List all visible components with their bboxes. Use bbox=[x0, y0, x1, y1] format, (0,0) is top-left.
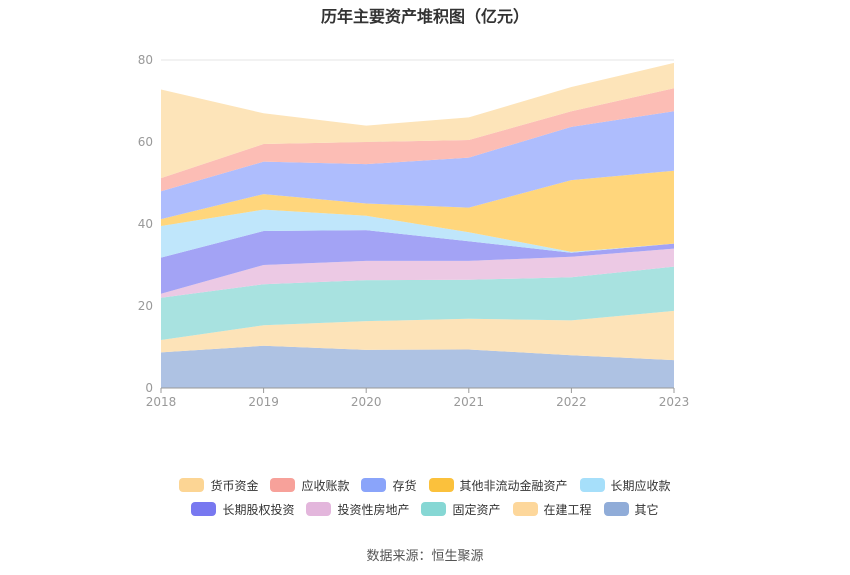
legend-label: 固定资产 bbox=[452, 502, 501, 517]
axes: 0 20 40 60 80 2018 2019 2020 2021 2022 2023 bbox=[138, 53, 690, 409]
legend-label: 在建工程 bbox=[543, 502, 592, 517]
area-2 bbox=[161, 266, 674, 341]
legend-swatch bbox=[421, 502, 447, 516]
legend-swatch bbox=[603, 502, 629, 516]
legend-item[interactable]: 在建工程 bbox=[512, 501, 592, 518]
legend-item[interactable]: 投资性房地产 bbox=[306, 501, 409, 518]
legend-swatch bbox=[306, 502, 332, 516]
legend-label: 长期股权投资 bbox=[222, 502, 295, 517]
y-tick-label: 0 bbox=[145, 381, 153, 395]
x-tick-label: 2019 bbox=[248, 395, 279, 409]
legend-swatch bbox=[270, 478, 296, 492]
x-tick-label: 2021 bbox=[454, 395, 485, 409]
legend-row-2: 长期股权投资 投资性房地产 固定资产 在建工程 其它 bbox=[0, 497, 850, 521]
legend-label: 应收账款 bbox=[301, 478, 350, 493]
legend-item[interactable]: 存货 bbox=[361, 477, 417, 494]
legend-item[interactable]: 其它 bbox=[603, 501, 659, 518]
area-3 bbox=[161, 248, 674, 298]
legend-swatch bbox=[361, 478, 387, 492]
legend-item[interactable]: 固定资产 bbox=[421, 501, 501, 518]
legend-item[interactable]: 货币资金 bbox=[179, 477, 258, 494]
legend-label: 其他非流动金融资产 bbox=[459, 478, 568, 493]
legend: 货币资金 应收账款 存货 其他非流动金融资产 长期应收款 长期股权投资 投资性房地产 固定资… bbox=[0, 473, 850, 521]
area-6 bbox=[161, 170, 674, 252]
x-tick-label: 2023 bbox=[659, 395, 690, 409]
area-4 bbox=[161, 230, 674, 294]
legend-label: 投资性房地产 bbox=[337, 502, 410, 517]
legend-label: 长期应收款 bbox=[610, 478, 671, 493]
area-5 bbox=[161, 209, 674, 258]
x-tick-label: 2022 bbox=[556, 395, 587, 409]
legend-label: 其它 bbox=[634, 502, 659, 517]
legend-row-1: 货币资金 应收账款 存货 其他非流动金融资产 长期应收款 bbox=[0, 473, 850, 497]
legend-item[interactable]: 应收账款 bbox=[270, 477, 349, 494]
legend-swatch bbox=[579, 478, 605, 492]
stacked-area-chart: 0 20 40 60 80 2018 2019 2020 2021 2022 2023 bbox=[138, 53, 690, 409]
legend-label: 货币资金 bbox=[210, 478, 259, 493]
area-9 bbox=[161, 62, 674, 179]
legend-item[interactable]: 长期股权投资 bbox=[191, 501, 294, 518]
x-tick-label: 2020 bbox=[351, 395, 382, 409]
legend-item[interactable]: 其他非流动金融资产 bbox=[428, 477, 568, 494]
legend-swatch bbox=[179, 478, 205, 492]
area-7 bbox=[161, 111, 674, 220]
y-tick-label: 60 bbox=[138, 135, 153, 149]
legend-swatch bbox=[512, 502, 538, 516]
y-tick-label: 80 bbox=[138, 53, 153, 67]
legend-swatch bbox=[428, 478, 454, 492]
area-0 bbox=[161, 345, 674, 388]
legend-item[interactable]: 长期应收款 bbox=[579, 477, 671, 494]
chart-title: 历年主要资产堆积图（亿元） bbox=[320, 7, 529, 26]
area-1 bbox=[161, 310, 674, 361]
legend-swatch bbox=[191, 502, 217, 516]
area-series bbox=[161, 62, 674, 388]
y-tick-label: 20 bbox=[138, 299, 153, 313]
legend-label: 存货 bbox=[392, 478, 417, 493]
data-source: 数据来源：恒生聚源 bbox=[366, 549, 484, 564]
y-tick-label: 40 bbox=[138, 217, 153, 231]
x-tick-label: 2018 bbox=[146, 395, 177, 409]
